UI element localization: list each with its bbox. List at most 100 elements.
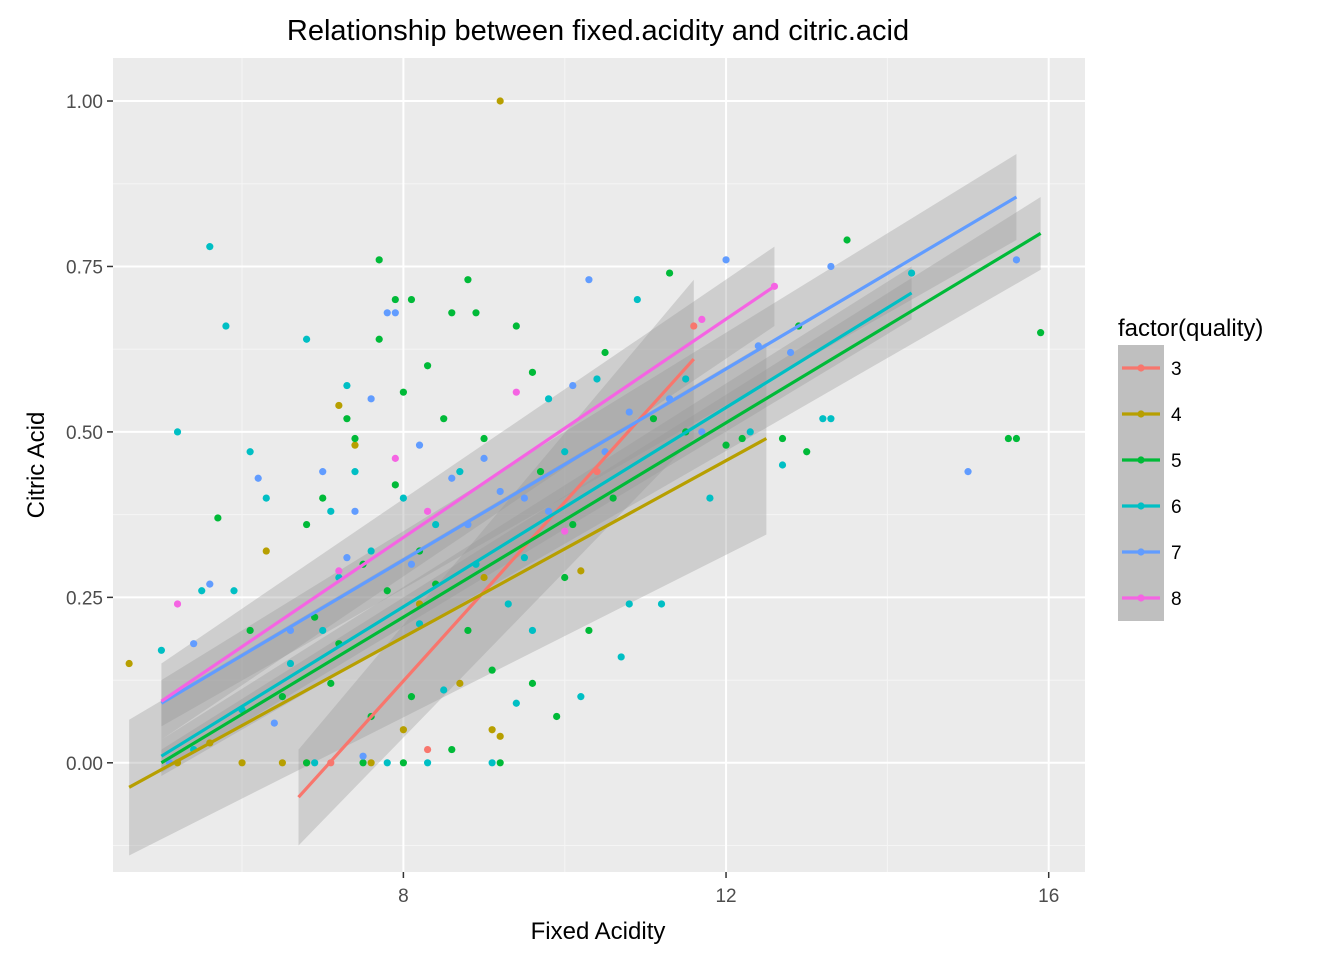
data-point-7: [407, 560, 416, 568]
data-point-6: [512, 699, 520, 707]
data-point-5: [423, 362, 432, 370]
data-point-7: [569, 381, 577, 390]
data-point-7: [319, 468, 327, 476]
data-point-5: [472, 309, 480, 317]
data-point-5: [528, 368, 537, 376]
data-point-6: [488, 759, 496, 767]
data-point-4: [351, 441, 359, 449]
data-point-4: [496, 97, 504, 105]
data-point-6: [367, 547, 375, 555]
legend-key-point-3: [1137, 364, 1145, 372]
data-point-6: [633, 295, 641, 304]
data-point-5: [464, 276, 472, 284]
data-point-6: [432, 520, 440, 529]
confidence-band-6: [161, 266, 912, 773]
data-point-5: [722, 441, 730, 449]
data-point-6: [456, 468, 464, 476]
data-point-5: [738, 434, 746, 443]
data-point-6: [561, 448, 569, 456]
data-point-6: [657, 600, 666, 608]
x-tick-label: 16: [1038, 886, 1059, 907]
data-point-5: [488, 666, 496, 674]
chart-title: Relationship between fixed.acidity and c…: [287, 15, 909, 47]
data-point-6: [706, 494, 714, 502]
data-point-7: [448, 474, 456, 482]
data-point-5: [359, 759, 367, 767]
data-point-5: [649, 415, 658, 423]
data-point-5: [1004, 434, 1012, 443]
x-axis-label: Fixed Acidity: [531, 918, 666, 945]
data-point-5: [843, 236, 851, 244]
data-point-6: [682, 375, 690, 383]
data-point-6: [520, 554, 528, 562]
data-point-3: [423, 745, 432, 754]
fit-line-8: [160, 284, 776, 703]
data-point-4: [456, 679, 464, 687]
data-point-7: [827, 262, 835, 271]
data-point-6: [198, 587, 206, 595]
data-point-7: [1012, 256, 1021, 264]
data-point-7: [343, 554, 351, 562]
y-axis-label: Citric Acid: [23, 412, 50, 519]
legend-label-6: 6: [1171, 497, 1182, 518]
confidence-band-7: [161, 153, 1017, 727]
data-point-4: [480, 573, 488, 582]
data-point-5: [383, 587, 391, 595]
data-point-5: [609, 494, 617, 502]
data-point-5: [407, 295, 416, 304]
data-point-7: [351, 507, 359, 515]
y-tick-label: 0.75: [66, 257, 103, 278]
data-point-7: [520, 494, 528, 502]
data-point-5: [1012, 434, 1021, 443]
data-point-5: [496, 759, 504, 767]
confidence-band-4: [129, 342, 767, 856]
data-point-7: [585, 276, 593, 284]
data-point-8: [423, 507, 432, 515]
data-point-6: [206, 243, 214, 251]
data-point-7: [270, 719, 278, 727]
legend-label-8: 8: [1171, 589, 1182, 610]
grid-lines: [113, 58, 1085, 872]
data-point-4: [488, 726, 496, 734]
data-point-7: [391, 309, 399, 317]
data-point-5: [1037, 329, 1045, 337]
x-tick-label: 12: [715, 886, 736, 907]
data-point-5: [319, 494, 327, 502]
data-point-7: [496, 487, 504, 496]
data-point-7: [698, 428, 706, 436]
legend-key-point-7: [1137, 548, 1145, 556]
data-points: [125, 97, 1045, 767]
data-point-7: [190, 640, 198, 648]
data-point-7: [359, 752, 367, 760]
data-point-6: [819, 415, 827, 423]
data-point-7: [722, 256, 730, 264]
data-point-6: [343, 381, 351, 390]
data-point-6: [625, 600, 633, 608]
y-tick-label: 1.00: [66, 92, 103, 113]
data-point-5: [778, 434, 787, 443]
data-point-6: [617, 653, 625, 661]
data-point-7: [415, 441, 424, 449]
data-point-6: [222, 322, 230, 330]
data-point-5: [448, 309, 456, 317]
legend-label-7: 7: [1171, 543, 1182, 564]
data-point-5: [665, 269, 674, 277]
data-point-6: [746, 428, 754, 436]
data-point-5: [569, 520, 577, 529]
legend-key-point-5: [1137, 456, 1145, 464]
data-point-8: [512, 388, 520, 396]
data-point-7: [964, 468, 972, 476]
data-point-6: [246, 448, 254, 456]
data-point-5: [399, 388, 407, 396]
data-point-5: [214, 514, 222, 522]
data-point-6: [302, 335, 311, 343]
data-point-6: [504, 600, 512, 608]
data-point-3: [690, 322, 698, 330]
data-point-5: [536, 468, 545, 476]
data-point-7: [367, 395, 375, 403]
data-point-4: [335, 401, 343, 410]
legend-key-point-4: [1137, 410, 1145, 418]
data-point-6: [827, 415, 835, 423]
data-point-6: [383, 759, 391, 767]
data-point-6: [907, 269, 916, 277]
